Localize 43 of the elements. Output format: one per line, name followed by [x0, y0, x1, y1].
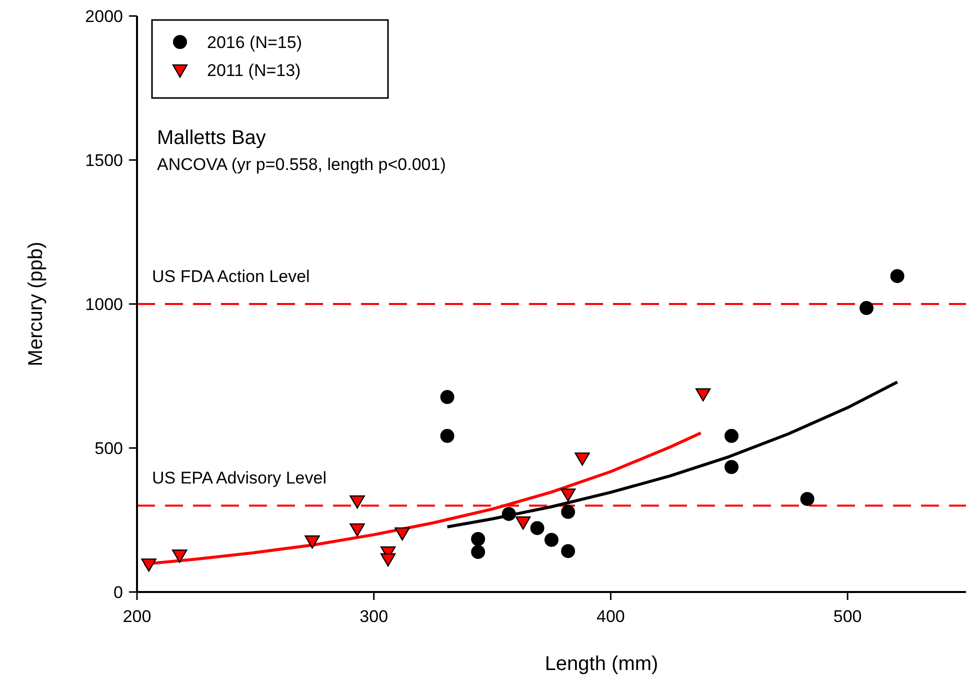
point: [141, 558, 156, 572]
point: [544, 532, 558, 547]
point: [574, 452, 590, 466]
point: [560, 488, 576, 502]
x-tick-label: 500: [833, 607, 862, 626]
point: [471, 532, 486, 546]
x-axis-title: Length (mm): [544, 653, 658, 675]
point: [800, 492, 814, 506]
y-axis-title: Mercury (ppb): [25, 242, 47, 366]
x-tick-label: 200: [122, 607, 152, 626]
point: [530, 521, 544, 536]
point: [515, 516, 531, 530]
x-tick-label: 400: [596, 607, 625, 626]
point: [440, 428, 454, 443]
annotation: ANCOVA (yr p=0.558, length p<0.001): [157, 155, 446, 174]
point: [561, 504, 576, 519]
ref-line-label: US EPA Advisory Level: [152, 468, 326, 488]
annotation: Malletts Bay: [157, 127, 266, 149]
y-tick-label: 500: [94, 438, 123, 458]
legend-label: 2011 (N=13): [207, 60, 301, 80]
point: [860, 301, 874, 316]
point: [440, 390, 454, 404]
point: [394, 527, 410, 541]
ref-line-label: US FDA Action Level: [152, 267, 310, 286]
point: [724, 428, 739, 443]
point: [724, 460, 739, 474]
y-tick-label: 2000: [85, 6, 123, 26]
y-tick-label: 1500: [85, 150, 123, 170]
line-series: [446, 380, 899, 528]
point: [304, 535, 320, 549]
point: [380, 553, 396, 566]
point: [561, 544, 576, 558]
point: [695, 388, 711, 402]
y-tick-label: 1000: [85, 294, 123, 314]
legend-label: 2016 (N=15): [207, 32, 302, 52]
y-tick-label: 0: [114, 582, 123, 602]
point: [350, 523, 365, 537]
point: [502, 506, 516, 521]
x-tick-label: 300: [360, 607, 388, 626]
point: [172, 550, 188, 563]
point: [471, 544, 486, 559]
point: [350, 495, 365, 509]
point: [890, 269, 904, 284]
